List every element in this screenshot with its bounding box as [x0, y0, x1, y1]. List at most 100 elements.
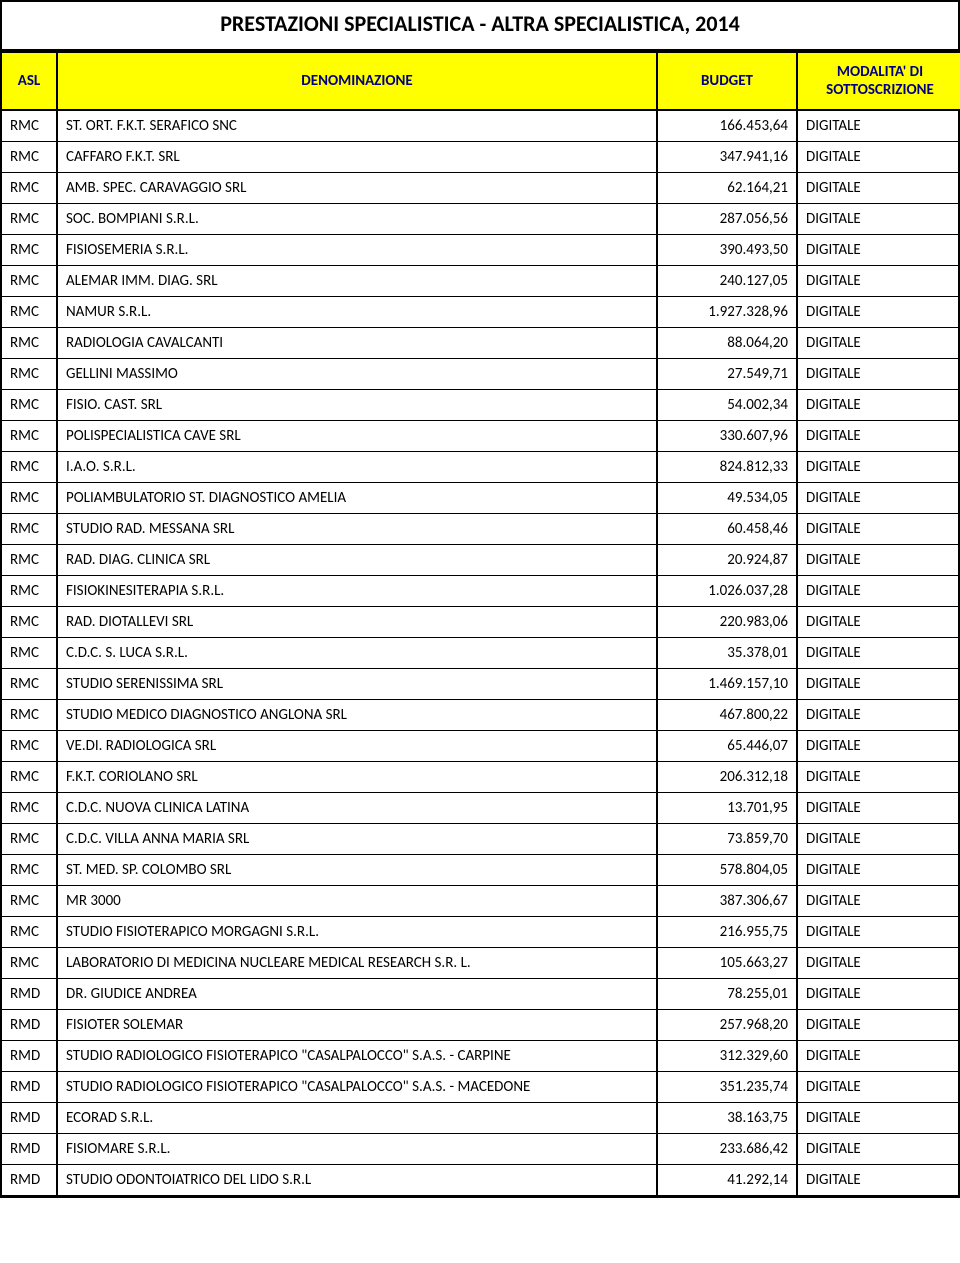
cell-denom: SOC. BOMPIANI S.R.L.	[57, 204, 657, 235]
cell-denom: I.A.O. S.R.L.	[57, 452, 657, 483]
cell-modal: DIGITALE	[797, 204, 960, 235]
table-row: RMDSTUDIO ODONTOIATRICO DEL LIDO S.R.L41…	[2, 1165, 960, 1196]
cell-denom: NAMUR S.R.L.	[57, 297, 657, 328]
cell-denom: STUDIO RAD. MESSANA SRL	[57, 514, 657, 545]
cell-budget: 38.163,75	[657, 1103, 797, 1134]
cell-budget: 65.446,07	[657, 731, 797, 762]
cell-budget: 330.607,96	[657, 421, 797, 452]
cell-budget: 1.927.328,96	[657, 297, 797, 328]
cell-asl: RMD	[2, 979, 57, 1010]
cell-asl: RMC	[2, 762, 57, 793]
cell-budget: 60.458,46	[657, 514, 797, 545]
cell-denom: MR 3000	[57, 886, 657, 917]
cell-budget: 1.469.157,10	[657, 669, 797, 700]
table-row: RMCRAD. DIAG. CLINICA SRL20.924,87DIGITA…	[2, 545, 960, 576]
cell-budget: 233.686,42	[657, 1134, 797, 1165]
table-row: RMDFISIOMARE S.R.L.233.686,42DIGITALE	[2, 1134, 960, 1165]
cell-asl: RMC	[2, 700, 57, 731]
cell-modal: DIGITALE	[797, 638, 960, 669]
cell-denom: AMB. SPEC. CARAVAGGIO SRL	[57, 173, 657, 204]
cell-asl: RMC	[2, 948, 57, 979]
cell-denom: DR. GIUDICE ANDREA	[57, 979, 657, 1010]
table-row: RMCFISIO. CAST. SRL54.002,34DIGITALE	[2, 390, 960, 421]
cell-budget: 54.002,34	[657, 390, 797, 421]
cell-budget: 824.812,33	[657, 452, 797, 483]
table-row: RMCSTUDIO RAD. MESSANA SRL60.458,46DIGIT…	[2, 514, 960, 545]
table-row: RMCI.A.O. S.R.L.824.812,33DIGITALE	[2, 452, 960, 483]
cell-denom: FISIOMARE S.R.L.	[57, 1134, 657, 1165]
cell-budget: 312.329,60	[657, 1041, 797, 1072]
table-row: RMCF.K.T. CORIOLANO SRL206.312,18DIGITAL…	[2, 762, 960, 793]
cell-denom: ST. ORT. F.K.T. SERAFICO SNC	[57, 110, 657, 142]
table-row: RMCFISIOKINESITERAPIA S.R.L.1.026.037,28…	[2, 576, 960, 607]
cell-budget: 257.968,20	[657, 1010, 797, 1041]
cell-modal: DIGITALE	[797, 1103, 960, 1134]
cell-denom: C.D.C. S. LUCA S.R.L.	[57, 638, 657, 669]
table-row: RMCCAFFARO F.K.T. SRL347.941,16DIGITALE	[2, 142, 960, 173]
cell-asl: RMD	[2, 1010, 57, 1041]
cell-denom: GELLINI MASSIMO	[57, 359, 657, 390]
cell-denom: RADIOLOGIA CAVALCANTI	[57, 328, 657, 359]
cell-budget: 62.164,21	[657, 173, 797, 204]
cell-modal: DIGITALE	[797, 328, 960, 359]
table-row: RMCVE.DI. RADIOLOGICA SRL65.446,07DIGITA…	[2, 731, 960, 762]
cell-modal: DIGITALE	[797, 607, 960, 638]
cell-asl: RMC	[2, 824, 57, 855]
col-header-budget: BUDGET	[657, 52, 797, 110]
cell-denom: STUDIO MEDICO DIAGNOSTICO ANGLONA SRL	[57, 700, 657, 731]
cell-asl: RMC	[2, 235, 57, 266]
cell-asl: RMC	[2, 297, 57, 328]
col-header-modal: MODALITA' DI SOTTOSCRIZIONE	[797, 52, 960, 110]
cell-budget: 390.493,50	[657, 235, 797, 266]
cell-modal: DIGITALE	[797, 421, 960, 452]
cell-modal: DIGITALE	[797, 235, 960, 266]
table-row: RMDDR. GIUDICE ANDREA78.255,01DIGITALE	[2, 979, 960, 1010]
cell-asl: RMC	[2, 886, 57, 917]
cell-denom: VE.DI. RADIOLOGICA SRL	[57, 731, 657, 762]
cell-asl: RMC	[2, 452, 57, 483]
cell-modal: DIGITALE	[797, 483, 960, 514]
cell-asl: RMD	[2, 1041, 57, 1072]
cell-asl: RMC	[2, 328, 57, 359]
table-row: RMCMR 3000387.306,67DIGITALE	[2, 886, 960, 917]
cell-budget: 20.924,87	[657, 545, 797, 576]
cell-denom: FISIOKINESITERAPIA S.R.L.	[57, 576, 657, 607]
cell-budget: 578.804,05	[657, 855, 797, 886]
cell-modal: DIGITALE	[797, 1165, 960, 1196]
cell-asl: RMD	[2, 1165, 57, 1196]
table-row: RMCALEMAR IMM. DIAG. SRL240.127,05DIGITA…	[2, 266, 960, 297]
cell-modal: DIGITALE	[797, 793, 960, 824]
cell-modal: DIGITALE	[797, 576, 960, 607]
cell-asl: RMC	[2, 483, 57, 514]
cell-modal: DIGITALE	[797, 731, 960, 762]
cell-denom: ALEMAR IMM. DIAG. SRL	[57, 266, 657, 297]
cell-asl: RMC	[2, 576, 57, 607]
cell-budget: 467.800,22	[657, 700, 797, 731]
table-row: RMCRADIOLOGIA CAVALCANTI88.064,20DIGITAL…	[2, 328, 960, 359]
cell-asl: RMC	[2, 855, 57, 886]
cell-budget: 78.255,01	[657, 979, 797, 1010]
cell-asl: RMC	[2, 359, 57, 390]
cell-asl: RMC	[2, 607, 57, 638]
cell-modal: DIGITALE	[797, 700, 960, 731]
table-row: RMDSTUDIO RADIOLOGICO FISIOTERAPICO "CAS…	[2, 1072, 960, 1103]
cell-denom: F.K.T. CORIOLANO SRL	[57, 762, 657, 793]
cell-budget: 351.235,74	[657, 1072, 797, 1103]
table-row: RMCRAD. DIOTALLEVI SRL220.983,06DIGITALE	[2, 607, 960, 638]
cell-modal: DIGITALE	[797, 266, 960, 297]
cell-budget: 27.549,71	[657, 359, 797, 390]
cell-asl: RMC	[2, 638, 57, 669]
cell-modal: DIGITALE	[797, 545, 960, 576]
table-row: RMCPOLIAMBULATORIO ST. DIAGNOSTICO AMELI…	[2, 483, 960, 514]
cell-budget: 73.859,70	[657, 824, 797, 855]
cell-asl: RMD	[2, 1072, 57, 1103]
table-row: RMCSOC. BOMPIANI S.R.L.287.056,56DIGITAL…	[2, 204, 960, 235]
table-row: RMCST. ORT. F.K.T. SERAFICO SNC166.453,6…	[2, 110, 960, 142]
table-row: RMCC.D.C. S. LUCA S.R.L.35.378,01DIGITAL…	[2, 638, 960, 669]
cell-asl: RMC	[2, 545, 57, 576]
cell-asl: RMC	[2, 173, 57, 204]
cell-asl: RMC	[2, 266, 57, 297]
table-row: RMCGELLINI MASSIMO27.549,71DIGITALE	[2, 359, 960, 390]
cell-asl: RMC	[2, 917, 57, 948]
table-row: RMDECORAD S.R.L.38.163,75DIGITALE	[2, 1103, 960, 1134]
